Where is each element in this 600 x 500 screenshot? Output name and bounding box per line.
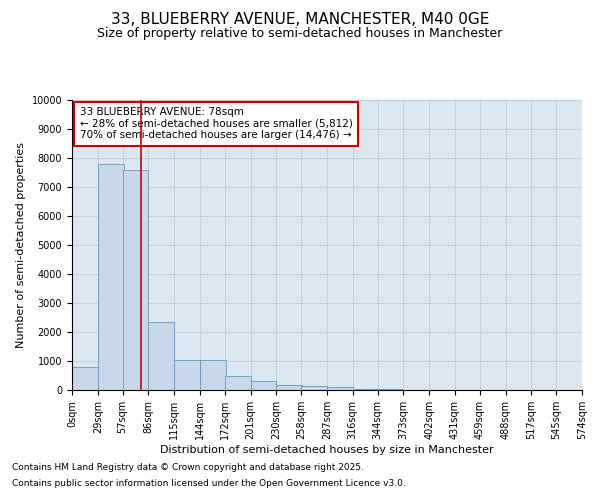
Bar [251, 382, 277, 390]
Bar [122, 170, 148, 390]
Bar [225, 376, 251, 390]
X-axis label: Distribution of semi-detached houses by size in Manchester: Distribution of semi-detached houses by … [160, 444, 494, 454]
Bar [174, 360, 200, 390]
Bar [148, 322, 174, 390]
Bar [377, 389, 403, 390]
Text: Contains public sector information licensed under the Open Government Licence v3: Contains public sector information licen… [12, 478, 406, 488]
Bar [301, 386, 327, 390]
Bar [277, 385, 302, 390]
Bar [200, 360, 226, 390]
Bar [72, 367, 98, 390]
Text: 33 BLUEBERRY AVENUE: 78sqm
← 28% of semi-detached houses are smaller (5,812)
70%: 33 BLUEBERRY AVENUE: 78sqm ← 28% of semi… [80, 108, 353, 140]
Bar [353, 388, 379, 390]
Y-axis label: Number of semi-detached properties: Number of semi-detached properties [16, 142, 26, 348]
Bar [98, 164, 124, 390]
Text: Contains HM Land Registry data © Crown copyright and database right 2025.: Contains HM Land Registry data © Crown c… [12, 464, 364, 472]
Text: Size of property relative to semi-detached houses in Manchester: Size of property relative to semi-detach… [97, 28, 503, 40]
Text: 33, BLUEBERRY AVENUE, MANCHESTER, M40 0GE: 33, BLUEBERRY AVENUE, MANCHESTER, M40 0G… [111, 12, 489, 28]
Bar [327, 388, 353, 390]
